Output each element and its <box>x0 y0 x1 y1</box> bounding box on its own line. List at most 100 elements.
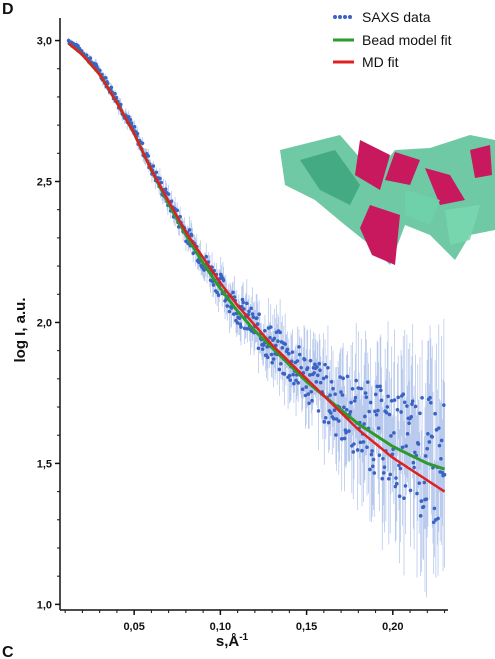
saxs-point <box>158 176 162 181</box>
saxs-point <box>154 170 159 175</box>
saxs-point <box>242 326 247 331</box>
saxs-point <box>436 516 440 521</box>
saxs-point <box>345 374 350 379</box>
saxs-point <box>421 504 426 509</box>
saxs-point <box>283 342 287 346</box>
saxs-point <box>140 141 145 146</box>
saxs-point <box>350 386 355 391</box>
saxs-point <box>428 395 432 400</box>
y-ticks: 1,0 1,5 2,0 2,5 3,0 <box>37 36 60 611</box>
saxs-point <box>342 405 346 410</box>
x-axis-title-main: s,Å <box>216 633 240 650</box>
saxs-point <box>336 419 341 423</box>
x-axis-title: s,Å-1 <box>216 632 249 650</box>
saxs-point <box>360 448 364 453</box>
saxs-point <box>109 85 114 90</box>
saxs-point <box>400 445 405 450</box>
saxs-point <box>389 399 394 403</box>
saxs-point <box>268 325 273 329</box>
saxs-point <box>202 268 206 272</box>
saxs-point <box>76 44 80 48</box>
x-tick-label: 0,20 <box>382 621 403 633</box>
saxs-point <box>341 376 345 381</box>
saxs-point <box>276 339 280 344</box>
saxs-point <box>300 387 305 392</box>
molecular-model-image <box>280 135 495 265</box>
saxs-point <box>334 433 338 437</box>
saxs-point <box>427 440 432 444</box>
saxs-point <box>187 228 192 232</box>
saxs-point <box>197 260 201 265</box>
saxs-point <box>397 463 401 468</box>
saxs-point <box>331 386 335 391</box>
saxs-point <box>428 400 433 405</box>
saxs-point <box>342 436 347 441</box>
saxs-point <box>371 457 376 462</box>
saxs-point <box>287 351 291 356</box>
x-ticks: 0,05 0,10 0,15 0,20 <box>64 610 446 633</box>
saxs-point <box>239 325 243 329</box>
saxs-point <box>310 398 314 403</box>
saxs-point <box>271 357 276 361</box>
saxs-point <box>386 476 391 481</box>
saxs-point <box>344 407 349 412</box>
x-tick-label: 0,10 <box>210 621 231 633</box>
saxs-point <box>329 411 333 415</box>
saxs-point <box>347 429 351 433</box>
saxs-point <box>166 192 171 196</box>
saxs-point <box>362 422 366 426</box>
x-axis-title-superscript: -1 <box>239 632 248 643</box>
saxs-point <box>304 385 309 389</box>
saxs-point <box>364 395 369 399</box>
saxs-point <box>442 472 447 477</box>
saxs-point <box>308 373 312 377</box>
saxs-point <box>308 358 313 363</box>
saxs-point <box>361 440 366 444</box>
saxs-point <box>356 386 361 390</box>
saxs-point <box>403 484 408 488</box>
legend-item-saxs: SAXS data <box>333 9 431 25</box>
saxs-point <box>326 420 331 425</box>
saxs-point <box>313 362 317 367</box>
saxs-point <box>323 416 328 420</box>
saxs-point <box>178 214 182 219</box>
saxs-point <box>370 449 374 453</box>
saxs-point <box>312 371 316 375</box>
saxs-point <box>401 392 406 396</box>
saxs-point <box>439 456 443 461</box>
saxs-point <box>437 443 442 448</box>
saxs-point <box>375 384 379 389</box>
saxs-point <box>363 391 368 395</box>
y-tick-label: 2,5 <box>37 177 52 189</box>
saxs-point <box>372 471 377 475</box>
y-tick-label: 1,0 <box>37 599 52 611</box>
legend-item-md: MD fit <box>333 54 399 70</box>
saxs-point <box>269 352 274 357</box>
saxs-point <box>279 361 283 366</box>
saxs-point <box>332 408 337 413</box>
saxs-point <box>367 409 372 414</box>
y-tick-label: 1,5 <box>37 458 52 470</box>
saxs-point <box>399 410 403 414</box>
saxs-point <box>315 365 319 369</box>
saxs-point <box>436 426 441 430</box>
saxs-point <box>371 464 375 469</box>
saxs-point <box>287 373 292 378</box>
saxs-point <box>255 322 260 326</box>
saxs-point <box>146 154 151 158</box>
saxs-point <box>416 442 421 446</box>
saxs-point <box>241 300 245 305</box>
saxs-point <box>309 389 314 394</box>
saxs-point <box>411 460 416 465</box>
saxs-point <box>211 283 216 287</box>
saxs-point <box>237 316 242 321</box>
saxs-point <box>294 378 298 383</box>
saxs-point <box>225 304 230 308</box>
saxs-point <box>290 350 295 354</box>
saxs-point <box>419 499 424 503</box>
axes <box>59 18 448 611</box>
saxs-point <box>270 360 274 365</box>
saxs-point <box>306 392 311 396</box>
saxs-point <box>405 432 410 436</box>
